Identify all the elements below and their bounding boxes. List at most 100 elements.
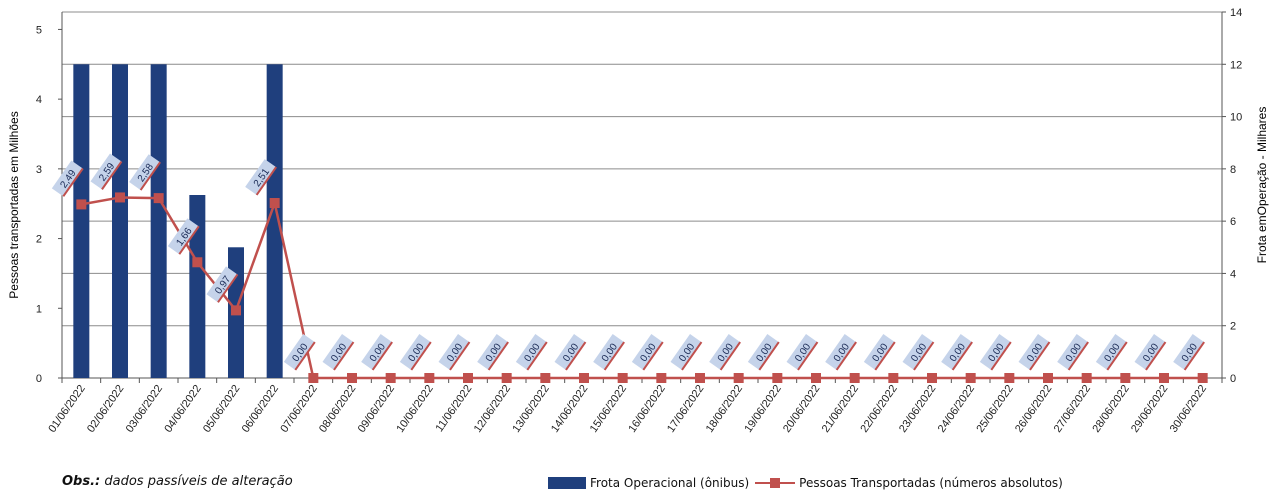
left-tick-label: 0 [36,373,42,385]
x-tick-label: 05/06/2022 [201,383,242,435]
data-label: 0,00 [1057,334,1089,371]
line-marker [1043,373,1053,383]
data-label-box [1018,334,1050,370]
data-label-box [902,334,934,370]
data-label-box [941,334,973,370]
left-tick-label: 1 [36,303,42,315]
data-label-underline [333,341,355,371]
line-marker [153,193,164,204]
data-label-box [206,266,238,303]
data-label-box [438,334,470,370]
data-label-underline [913,341,935,371]
line-marker [192,257,203,268]
line-marker [927,373,937,383]
series-line [81,196,1203,380]
data-label: 0,00 [477,334,509,371]
data-label: 0,00 [863,334,896,371]
data-label-underline [951,341,973,371]
x-tick-label: 02/06/2022 [85,383,126,435]
data-label: 0,00 [1095,334,1128,371]
data-label-underline [990,341,1012,371]
data-label-box [747,334,779,370]
x-tick-label: 28/06/2022 [1090,383,1131,435]
data-label-box [167,218,199,255]
bar [150,64,167,379]
data-label-underline [526,341,548,371]
data-label-underline [371,341,393,371]
line-marker [501,373,512,383]
x-tick-label: 22/06/2022 [858,383,899,435]
data-label-box [825,334,857,370]
right-tick-label: 4 [1230,268,1236,280]
x-tick-label: 17/06/2022 [665,383,706,435]
data-label-box [399,334,431,370]
data-label-underline [139,161,161,191]
data-label-underline [797,341,819,371]
data-label: 0,00 [361,334,393,371]
legend-bar-label: Frota Operacional (ônibus) [590,476,750,490]
data-label: 0,00 [979,334,1012,371]
x-tick-label: 07/06/2022 [278,383,319,435]
x-tick-label: 01/06/2022 [46,383,87,435]
data-label: 0,00 [825,334,857,371]
x-tick-label: 04/06/2022 [162,383,203,435]
data-label-underline [1067,341,1089,371]
x-tick-label: 09/06/2022 [356,383,397,435]
data-label-box [1057,334,1089,370]
right-tick-label: 0 [1230,373,1236,385]
x-tick-label: 08/06/2022 [317,383,358,435]
data-label-underline [565,341,587,371]
data-label-box [1173,334,1205,370]
y-axis-title: Pessoas transportadas em Milhões [7,111,21,298]
line-marker [269,198,280,209]
data-label: 0,00 [515,334,548,371]
legend-bar-swatch [548,477,586,489]
data-label: 0,00 [902,334,935,371]
line-marker [231,305,241,316]
right-tick-label: 2 [1230,321,1236,333]
left-tick-label: 5 [36,24,42,36]
x-tick-label: 21/06/2022 [820,383,861,435]
data-label-box [1095,334,1127,370]
x-tick-label: 30/06/2022 [1168,383,1209,435]
y2-axis-title: Frota emOperação - Milhares [1255,107,1269,264]
data-label-underline [681,341,703,371]
line-marker [385,373,396,383]
data-label: 0,00 [941,334,973,371]
data-label-box [670,334,702,370]
line-marker [965,373,976,383]
data-label: 0,00 [631,334,664,371]
data-label-underline [758,341,780,371]
x-tick-label: 13/06/2022 [510,383,551,435]
data-label: 0,00 [1018,334,1051,371]
data-label-underline [835,341,857,371]
data-label: 0,97 [206,266,239,303]
data-label-underline [1029,341,1051,371]
line-marker [888,373,899,383]
data-label-box [515,334,547,370]
data-label-underline [255,166,277,196]
data-label-underline [719,341,741,371]
data-label-underline [487,341,509,371]
data-label-underline [603,341,625,371]
data-label-box [322,334,354,370]
note-bold: Obs.: [62,474,101,489]
line-marker [1197,373,1208,383]
legend-line-swatch [755,477,796,489]
line-marker [1159,373,1169,383]
data-label: 0,00 [747,334,780,371]
data-label: 0,00 [1134,334,1167,371]
x-tick-label: 26/06/2022 [1013,383,1054,435]
data-label-box [245,159,277,195]
right-tick-label: 12 [1230,59,1242,71]
bar [266,64,283,379]
left-tick-label: 2 [36,234,42,246]
x-tick-label: 19/06/2022 [742,383,783,435]
data-label-underline [1183,341,1205,371]
data-label-box [477,334,509,370]
data-label-box [90,153,122,190]
x-tick-label: 11/06/2022 [434,383,475,434]
data-label-underline [874,341,896,371]
x-tick-label: 16/06/2022 [626,383,667,435]
